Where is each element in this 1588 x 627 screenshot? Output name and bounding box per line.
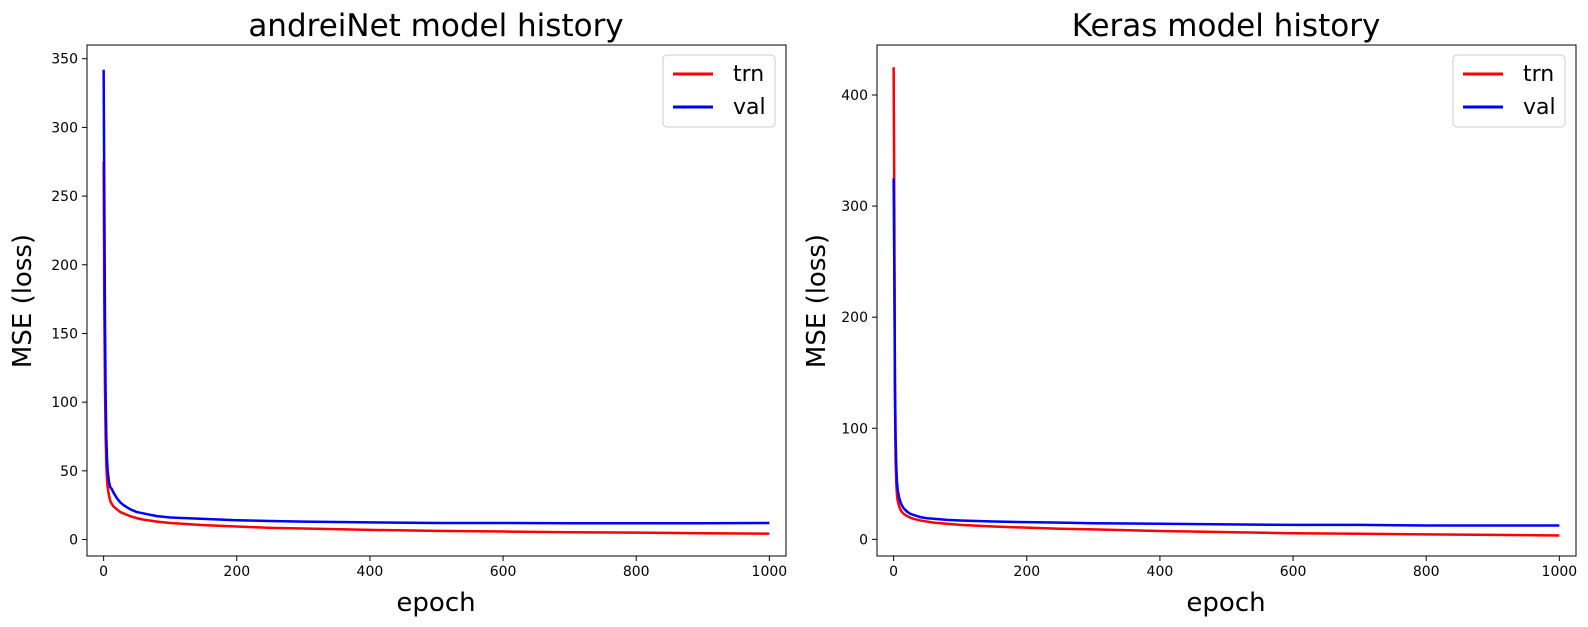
x-tick-label: 200 xyxy=(223,564,250,580)
x-tick-label: 400 xyxy=(1147,564,1174,580)
chart-panel-andreinet: andreiNet model history 0 200 400 600 800 100… xyxy=(8,8,787,618)
y-tick-label: 200 xyxy=(51,258,78,274)
x-tick-label: 1000 xyxy=(1542,564,1578,580)
x-tick-label: 600 xyxy=(1280,564,1307,580)
series-line-trn xyxy=(102,161,770,535)
legend-label-trn: trn xyxy=(733,62,764,87)
chart-title: Keras model history xyxy=(1072,8,1381,44)
y-tick-label: 50 xyxy=(60,464,78,480)
y-tick-label: 200 xyxy=(841,310,868,326)
x-axis-label: epoch xyxy=(396,588,475,618)
legend: trn val xyxy=(1452,54,1566,128)
series-lines xyxy=(892,67,1560,537)
legend: trn val xyxy=(662,54,776,128)
y-tick-label: 0 xyxy=(859,532,868,548)
chart-title: andreiNet model history xyxy=(248,8,623,44)
x-tick-label: 800 xyxy=(1413,564,1440,580)
x-tick-label: 800 xyxy=(623,564,650,580)
series-line-val xyxy=(892,178,1560,527)
y-tick-label: 100 xyxy=(841,421,868,437)
legend-label-trn: trn xyxy=(1523,62,1554,87)
x-tick-label: 400 xyxy=(357,564,384,580)
y-axis-label: MSE (loss) xyxy=(8,234,38,368)
series-line-trn xyxy=(892,67,1560,537)
axis-ticks: 0 200 400 600 800 1000 0 100 200 300 400 xyxy=(841,88,1577,580)
y-tick-label: 150 xyxy=(51,326,78,342)
y-tick-label: 400 xyxy=(841,88,868,104)
x-tick-label: 0 xyxy=(99,564,108,580)
x-tick-label: 0 xyxy=(889,564,898,580)
series-line-val xyxy=(102,69,770,525)
y-tick-label: 250 xyxy=(51,189,78,205)
plot-area xyxy=(876,44,1577,557)
y-tick-label: 300 xyxy=(51,120,78,136)
y-tick-label: 0 xyxy=(69,533,78,549)
y-tick-label: 100 xyxy=(51,395,78,411)
axis-ticks: 0 200 400 600 800 1000 0 50 100 150 200 250 300 350 xyxy=(51,52,787,580)
series-lines xyxy=(102,69,770,535)
legend-label-val: val xyxy=(733,95,766,120)
x-tick-label: 200 xyxy=(1013,564,1040,580)
x-tick-label: 600 xyxy=(490,564,517,580)
legend-label-val: val xyxy=(1523,95,1556,120)
y-axis-label: MSE (loss) xyxy=(802,234,832,368)
y-tick-label: 300 xyxy=(841,199,868,215)
x-axis-label: epoch xyxy=(1186,588,1265,618)
chart-panel-keras: Keras model history 0 200 400 600 800 1000 0 10… xyxy=(802,8,1577,618)
plot-area xyxy=(86,44,787,557)
y-tick-label: 350 xyxy=(51,52,78,68)
x-tick-label: 1000 xyxy=(752,564,788,580)
